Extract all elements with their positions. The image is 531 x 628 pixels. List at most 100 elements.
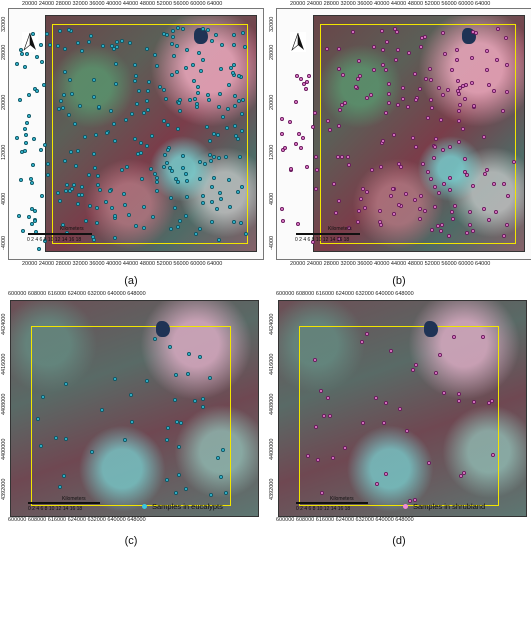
sample-point-marker: [469, 81, 474, 86]
satellite-map: [10, 300, 259, 517]
sample-point-marker: [414, 144, 419, 149]
sample-point-marker: [467, 210, 472, 215]
sample-point-marker: [462, 96, 467, 101]
sample-point-marker: [364, 332, 369, 337]
sample-point-marker: [403, 192, 408, 197]
sample-point-marker: [23, 149, 28, 154]
sample-point-marker: [336, 124, 341, 129]
study-area-boundary: [299, 326, 499, 506]
sample-point-marker: [496, 26, 501, 31]
sample-point-marker: [165, 123, 170, 128]
sample-point-marker: [396, 48, 401, 53]
sample-point-marker: [220, 115, 225, 120]
sample-point-marker: [406, 51, 411, 56]
sample-point-marker: [130, 420, 135, 425]
sample-point-marker: [384, 472, 389, 477]
sample-point-marker: [36, 247, 41, 252]
sample-point-marker: [225, 126, 230, 131]
sample-point-marker: [59, 98, 64, 103]
sample-point-marker: [103, 199, 108, 204]
sample-point-marker: [381, 48, 386, 53]
sample-point-marker: [350, 30, 355, 35]
sample-point-marker: [371, 68, 376, 73]
sample-point-marker: [163, 96, 168, 101]
sample-point-marker: [232, 219, 237, 224]
sample-point-marker: [232, 103, 237, 108]
sample-point-marker: [139, 150, 144, 155]
sample-point-marker: [104, 130, 109, 135]
sample-point-marker: [411, 136, 416, 141]
sample-point-marker: [177, 445, 182, 450]
sample-point-marker: [122, 191, 127, 196]
sample-point-marker: [152, 53, 157, 58]
sample-point-marker: [457, 102, 462, 107]
sample-point-marker: [20, 51, 25, 56]
sample-point-marker: [184, 179, 189, 184]
sample-point-marker: [457, 139, 462, 144]
sample-point-marker: [280, 218, 285, 223]
sample-point-marker: [232, 93, 237, 98]
sample-point-marker: [19, 177, 24, 182]
sample-point-marker: [421, 161, 426, 166]
sample-point-marker: [457, 92, 462, 97]
sample-point-marker: [434, 371, 439, 376]
sample-point-marker: [389, 349, 394, 354]
sample-point-marker: [138, 141, 143, 146]
legend-marker-icon: [142, 504, 147, 509]
sample-point-marker: [109, 44, 114, 49]
sample-point-marker: [407, 498, 412, 503]
x-axis-ticks-top: 600000 608000 616000 624000 632000 64000…: [276, 291, 414, 297]
sample-point-marker: [418, 44, 423, 49]
sample-point-marker: [152, 171, 157, 176]
sample-point-marker: [483, 172, 488, 177]
sample-point-marker: [17, 214, 22, 219]
sample-point-marker: [313, 155, 318, 160]
sample-point-marker: [358, 196, 363, 201]
sample-point-marker: [505, 223, 509, 228]
x-axis-ticks-top: 20000 24000 28000 32000 36000 40000 4400…: [290, 1, 491, 7]
sample-point-marker: [137, 89, 142, 94]
sample-point-marker: [183, 66, 188, 71]
scale-bar: [28, 233, 92, 235]
sample-point-marker: [175, 224, 180, 229]
sample-point-marker: [484, 168, 489, 173]
sample-point-marker: [75, 202, 80, 207]
sample-point-marker: [175, 43, 180, 48]
sample-point-marker: [196, 91, 201, 96]
sample-point-marker: [71, 183, 76, 188]
sample-point-marker: [88, 33, 93, 38]
sample-point-marker: [470, 228, 475, 233]
sample-point-marker: [385, 39, 390, 44]
sample-point-marker: [430, 106, 435, 111]
sample-point-marker: [337, 46, 342, 51]
sample-point-marker: [208, 138, 213, 143]
sample-point-marker: [67, 27, 72, 32]
sample-point-marker: [487, 217, 492, 222]
sample-point-marker: [95, 183, 100, 188]
sample-point-marker: [335, 154, 340, 159]
sample-point-marker: [381, 421, 386, 426]
sample-point-marker: [455, 58, 460, 63]
sample-point-marker: [280, 132, 285, 137]
sample-point-marker: [86, 40, 91, 45]
sample-point-marker: [280, 117, 285, 122]
sample-point-marker: [89, 450, 94, 455]
sample-point-marker: [23, 140, 28, 145]
sample-point-marker: [78, 103, 83, 108]
sample-point-marker: [132, 78, 137, 83]
sample-point-marker: [381, 62, 386, 67]
sample-point-marker: [433, 136, 438, 141]
sample-point-marker: [172, 53, 177, 58]
sample-point-marker: [456, 119, 461, 124]
sample-point-marker: [405, 429, 410, 434]
sample-point-marker: [393, 57, 398, 62]
sample-point-marker: [495, 57, 499, 62]
sample-point-marker: [54, 435, 59, 440]
sample-point-marker: [231, 71, 236, 76]
panel-a: 20000 24000 28000 32000 36000 40000 4400…: [0, 0, 264, 290]
sample-point-marker: [428, 67, 433, 72]
sample-point-marker: [300, 136, 305, 141]
reservoir: [424, 321, 438, 337]
sample-point-marker: [163, 153, 168, 158]
sample-points: [268, 290, 530, 550]
